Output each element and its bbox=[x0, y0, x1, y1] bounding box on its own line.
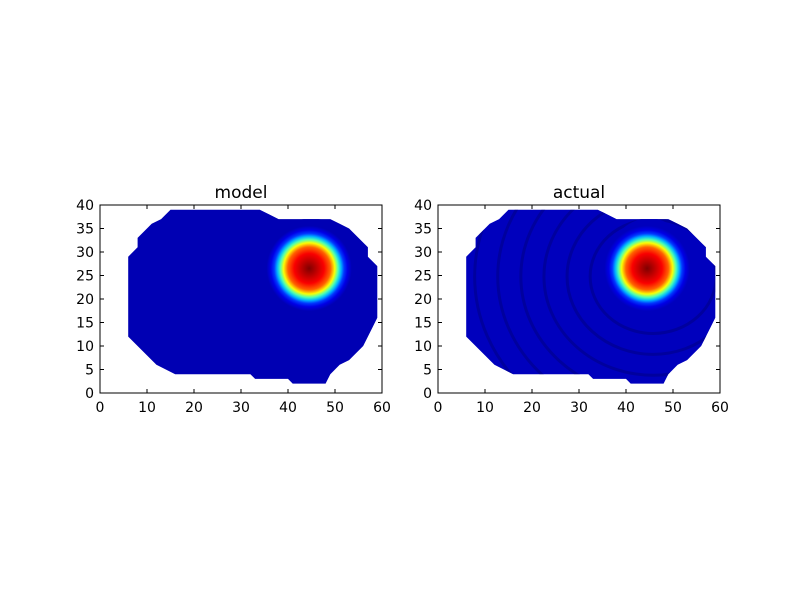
actual-y-tick-label: 40 bbox=[414, 198, 432, 214]
model-hotspot bbox=[266, 218, 352, 319]
actual-y-tick-label: 35 bbox=[414, 222, 432, 238]
actual-y-tick-label: 30 bbox=[414, 245, 432, 261]
actual-hotspot bbox=[604, 218, 690, 319]
model-y-tick-label: 20 bbox=[76, 292, 94, 308]
actual-x-tick-label: 60 bbox=[711, 400, 729, 416]
model-x-tick-label: 60 bbox=[373, 400, 391, 416]
model-x-tick-label: 40 bbox=[279, 400, 297, 416]
model-y-tick-label: 30 bbox=[76, 245, 94, 261]
model-x-tick-label: 0 bbox=[96, 400, 105, 416]
actual-panel: 0 10 20 30 40 50 60 0 5 10 15 20 25 30 35 40 actual bbox=[414, 183, 729, 416]
actual-ring bbox=[519, 209, 716, 384]
model-y-tick-label: 0 bbox=[85, 386, 94, 402]
model-x-tick-label: 20 bbox=[185, 400, 203, 416]
model-y-tick-label: 40 bbox=[76, 198, 94, 214]
model-y-tick-label: 15 bbox=[76, 316, 94, 332]
model-x-tick-label: 10 bbox=[138, 400, 156, 416]
actual-y-tick-label: 15 bbox=[414, 316, 432, 332]
actual-x-tick-label: 40 bbox=[617, 400, 635, 416]
actual-x-tick-label: 50 bbox=[664, 400, 682, 416]
actual-ring bbox=[473, 209, 716, 384]
actual-y-tick-label: 20 bbox=[414, 292, 432, 308]
model-y-tick-label: 25 bbox=[76, 269, 94, 285]
actual-ring bbox=[542, 209, 716, 377]
actual-x-tick-label: 10 bbox=[476, 400, 494, 416]
model-y-tick-label: 5 bbox=[85, 363, 94, 379]
actual-ring-artifacts bbox=[466, 209, 716, 384]
actual-y-tick-label: 10 bbox=[414, 339, 432, 355]
actual-panel-title: actual bbox=[553, 183, 605, 203]
actual-x-tick-label: 0 bbox=[434, 400, 443, 416]
actual-y-tick-label: 25 bbox=[414, 269, 432, 285]
model-panel: 0 10 20 30 40 50 60 0 5 10 15 20 25 30 35 40 model bbox=[76, 183, 391, 416]
actual-y-tick-label: 0 bbox=[423, 386, 432, 402]
actual-ring bbox=[565, 209, 716, 356]
actual-ring bbox=[496, 209, 716, 384]
model-x-tick-label: 30 bbox=[232, 400, 250, 416]
actual-x-tick-label: 20 bbox=[523, 400, 541, 416]
actual-x-tick-label: 30 bbox=[570, 400, 588, 416]
model-y-tick-label: 10 bbox=[76, 339, 94, 355]
actual-y-tick-label: 5 bbox=[423, 363, 432, 379]
model-x-tick-label: 50 bbox=[326, 400, 344, 416]
actual-heatmap-field bbox=[466, 209, 716, 384]
model-y-tick-label: 35 bbox=[76, 222, 94, 238]
model-heatmap-field bbox=[128, 209, 378, 384]
model-panel-title: model bbox=[215, 183, 268, 203]
